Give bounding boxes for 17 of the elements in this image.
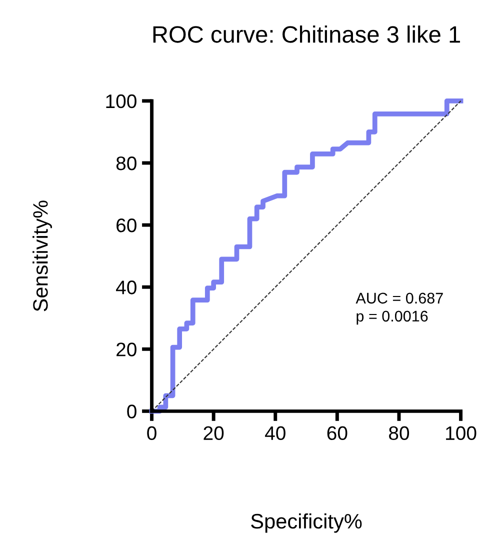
y-tick-label: 0 [127,404,136,418]
annotation: AUC = 0.687 [356,292,443,304]
x-tick-label: 80 [389,426,410,440]
y-tick-label: 20 [116,342,136,356]
y-tick-label: 100 [106,94,136,108]
y-axis-title: Sensitivity% [32,200,52,312]
x-tick-label: 20 [204,426,224,440]
y-tick-label: 80 [116,156,136,170]
x-tick-label: 0 [147,426,156,440]
y-tick-label: 60 [116,218,136,232]
x-tick-label: 60 [327,426,348,440]
x-axis-title: Specificity% [251,513,362,533]
annotation: p = 0.0016 [356,310,428,325]
y-tick-label: 40 [116,280,136,294]
x-tick-label: 40 [265,426,286,440]
x-tick-label: 100 [446,426,476,440]
chart-title: ROC curve: Chitinase 3 like 1 [153,25,460,43]
